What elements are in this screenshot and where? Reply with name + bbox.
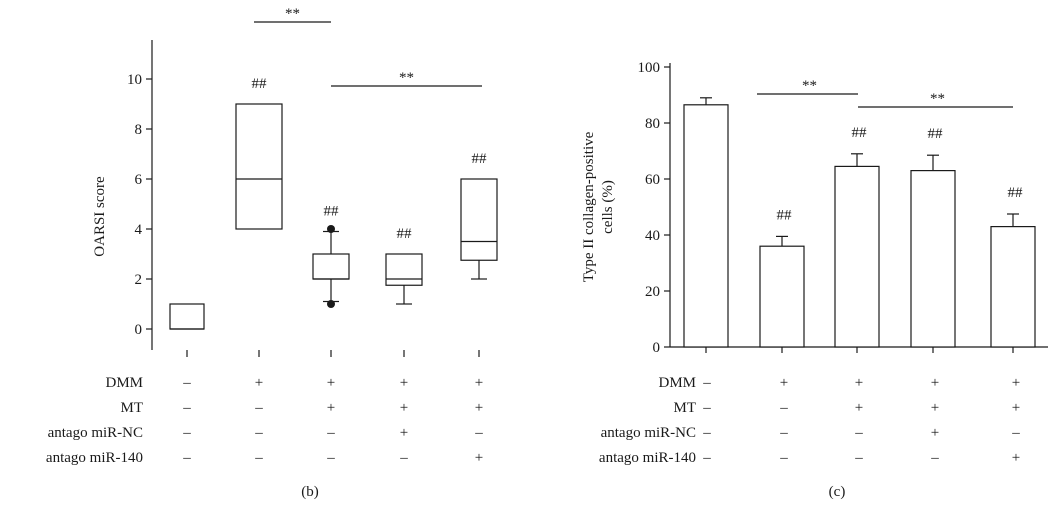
condition-value: – bbox=[182, 450, 191, 466]
condition-value: – bbox=[702, 450, 711, 466]
group-marker: ## bbox=[472, 151, 488, 167]
condition-value: + bbox=[475, 400, 483, 416]
group-marker: ## bbox=[397, 226, 413, 242]
y-tick-label: 40 bbox=[645, 228, 660, 244]
condition-value: + bbox=[400, 375, 408, 391]
condition-value: + bbox=[1012, 375, 1020, 391]
box-iqr bbox=[460, 178, 498, 261]
significance-label: ** bbox=[399, 70, 414, 86]
significance-label: ** bbox=[930, 91, 945, 107]
condition-row-label: DMM bbox=[658, 375, 696, 391]
condition-value: + bbox=[327, 400, 335, 416]
condition-value: + bbox=[855, 375, 863, 391]
bar-marker: ## bbox=[852, 125, 868, 141]
condition-value: – bbox=[182, 375, 191, 391]
condition-value: + bbox=[400, 400, 408, 416]
box-group: ## bbox=[312, 204, 350, 308]
condition-value: + bbox=[855, 400, 863, 416]
y-tick-label: 8 bbox=[135, 122, 143, 138]
bar bbox=[759, 245, 805, 348]
condition-row-label: MT bbox=[674, 400, 697, 416]
box-group: ## bbox=[460, 151, 498, 280]
y-axis-label-line1: Type II collagen-positive bbox=[581, 131, 597, 282]
condition-value: – bbox=[326, 450, 335, 466]
condition-value: + bbox=[400, 425, 408, 441]
significance-label: ** bbox=[802, 78, 817, 94]
condition-value: + bbox=[931, 425, 939, 441]
condition-value: + bbox=[1012, 400, 1020, 416]
panel-label: (b) bbox=[301, 484, 319, 500]
condition-value: – bbox=[182, 425, 191, 441]
condition-value: + bbox=[780, 375, 788, 391]
panel-c-bar-chart: 0 20 40 60 80 100 Type II collagen-positive cel… bbox=[581, 60, 1048, 500]
bar-marker: ## bbox=[1008, 185, 1024, 201]
panel-b-box-plot: 0 2 4 6 8 10 OARSI score ## ## ## ## ** ** DMM – + + + + MT… bbox=[46, 6, 498, 500]
condition-value: – bbox=[779, 400, 788, 416]
box-iqr bbox=[312, 253, 350, 280]
significance-label: ** bbox=[285, 6, 300, 22]
bar bbox=[683, 104, 729, 348]
box-iqr bbox=[169, 303, 205, 330]
condition-value: + bbox=[327, 375, 335, 391]
condition-value: – bbox=[702, 400, 711, 416]
y-axis-label-line2: cells (%) bbox=[600, 180, 616, 234]
condition-value: – bbox=[779, 425, 788, 441]
box-iqr bbox=[235, 103, 283, 230]
condition-value: – bbox=[182, 400, 191, 416]
y-tick-label: 6 bbox=[135, 172, 143, 188]
y-tick-label: 2 bbox=[135, 272, 143, 288]
y-tick-label: 0 bbox=[653, 340, 661, 356]
bar-marker: ## bbox=[928, 126, 944, 142]
bar bbox=[910, 170, 956, 348]
condition-value: – bbox=[854, 450, 863, 466]
box-group: ## bbox=[385, 226, 423, 305]
bar bbox=[834, 165, 880, 348]
condition-value: – bbox=[702, 425, 711, 441]
condition-row-label: DMM bbox=[105, 375, 143, 391]
outlier-point bbox=[327, 300, 335, 308]
condition-row-label: antago miR-140 bbox=[599, 450, 696, 466]
condition-row-label: antago miR-140 bbox=[46, 450, 143, 466]
y-tick-label: 60 bbox=[645, 172, 660, 188]
condition-value: + bbox=[1012, 450, 1020, 466]
condition-value: – bbox=[399, 450, 408, 466]
condition-value: + bbox=[255, 375, 263, 391]
condition-value: + bbox=[475, 375, 483, 391]
bar bbox=[990, 226, 1036, 348]
condition-row-label: MT bbox=[121, 400, 144, 416]
condition-value: + bbox=[475, 450, 483, 466]
outlier-point bbox=[327, 225, 335, 233]
condition-value: – bbox=[474, 425, 483, 441]
group-marker: ## bbox=[252, 76, 268, 92]
box-iqr bbox=[385, 253, 423, 286]
bar-marker: ## bbox=[777, 207, 793, 223]
condition-row-label: antago miR-NC bbox=[48, 425, 143, 441]
y-tick-label: 4 bbox=[135, 222, 143, 238]
condition-value: – bbox=[702, 375, 711, 391]
condition-value: – bbox=[254, 425, 263, 441]
condition-value: + bbox=[931, 375, 939, 391]
panel-label: (c) bbox=[829, 484, 846, 500]
condition-value: – bbox=[854, 425, 863, 441]
condition-value: – bbox=[930, 450, 939, 466]
condition-value: + bbox=[931, 400, 939, 416]
y-tick-label: 10 bbox=[127, 72, 142, 88]
y-tick-label: 0 bbox=[135, 322, 143, 338]
y-axis-label: OARSI score bbox=[92, 176, 108, 257]
y-tick-label: 80 bbox=[645, 116, 660, 132]
group-marker: ## bbox=[324, 204, 340, 220]
condition-value: – bbox=[326, 425, 335, 441]
condition-value: – bbox=[254, 400, 263, 416]
box-group bbox=[169, 303, 205, 330]
condition-row-label: antago miR-NC bbox=[601, 425, 696, 441]
condition-value: – bbox=[254, 450, 263, 466]
condition-value: – bbox=[779, 450, 788, 466]
y-tick-label: 100 bbox=[638, 60, 661, 76]
box-group: ## bbox=[235, 76, 283, 230]
y-tick-label: 20 bbox=[645, 284, 660, 300]
condition-value: – bbox=[1011, 425, 1020, 441]
